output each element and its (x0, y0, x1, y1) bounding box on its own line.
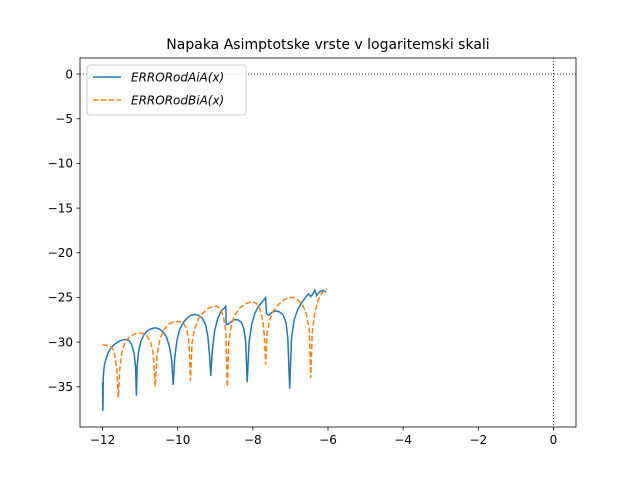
x-axis: −12 −10 −8 −6 −4 −2 0 (90, 427, 557, 447)
y-axis: 0 −5 −10 −15 −20 −25 −30 −35 (48, 67, 80, 394)
y-tick-label: −25 (48, 291, 73, 305)
series-line-erroraia (101, 288, 327, 411)
y-tick-label: −10 (48, 157, 73, 171)
legend: ERRORodAiA(x) ERRORodBiA(x) (86, 64, 247, 116)
legend-label: ERRORodBiA(x) (131, 94, 224, 108)
y-tick-label: −15 (48, 201, 73, 215)
legend-box (86, 64, 247, 116)
legend-label: ERRORodAiA(x) (131, 71, 224, 85)
y-tick-label: −35 (48, 380, 73, 394)
y-tick-label: −20 (48, 246, 73, 260)
x-tick-label: −10 (165, 433, 190, 447)
x-tick-label: −2 (469, 433, 487, 447)
x-tick-label: 0 (550, 433, 558, 447)
y-tick-label: 0 (65, 67, 73, 81)
y-tick-label: −5 (55, 112, 73, 126)
x-tick-label: −6 (319, 433, 337, 447)
series-layer (101, 287, 327, 411)
x-tick-label: −8 (244, 433, 262, 447)
chart-title: Napaka Asimptotske vrste v logaritemski … (166, 37, 489, 53)
series-line-errorbia (102, 287, 327, 398)
x-tick-label: −4 (394, 433, 412, 447)
x-tick-label: −12 (90, 433, 115, 447)
y-tick-label: −30 (48, 335, 73, 349)
